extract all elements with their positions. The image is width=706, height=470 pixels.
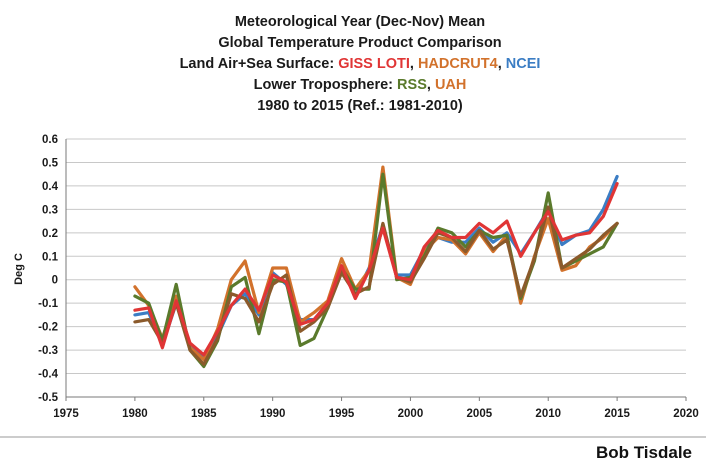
subtitle-lower-troposphere: Lower Troposphere: RSS, UAH <box>254 77 467 93</box>
x-tick-label: 1975 <box>53 408 79 420</box>
y-tick-label: -0.4 <box>38 369 58 381</box>
x-tick-label: 1995 <box>329 408 355 420</box>
x-tick-labels: 1975 1980 1985 1990 1995 2000 2005 2010 2015 2020 <box>53 408 699 420</box>
y-tick-label: 0.3 <box>42 204 58 216</box>
gridlines <box>66 138 686 398</box>
y-tick-label: 0 <box>52 275 58 287</box>
chart-title: Meteorological Year (Dec-Nov) Mean Globa… <box>218 14 501 51</box>
y-tick-label: 0.1 <box>42 251 59 263</box>
subtitle-lt-prefix: Lower Troposphere: <box>254 77 397 93</box>
legend-separator: , <box>410 56 418 72</box>
y-tick-label: -0.2 <box>38 322 58 334</box>
x-tick-label: 1985 <box>191 408 217 420</box>
y-axis-label: Deg C <box>13 253 25 285</box>
legend-separator: , <box>498 56 506 72</box>
x-tick-label: 2010 <box>535 408 561 420</box>
series-line-hadcrut4 <box>133 165 619 362</box>
y-tick-label: -0.3 <box>38 345 58 357</box>
y-tick-label: 0.5 <box>42 157 59 169</box>
legend-hadcrut4: HADCRUT4 <box>418 56 498 72</box>
data-series <box>133 165 619 369</box>
legend-giss-loti: GISS LOTI <box>338 56 410 72</box>
series-line-uah <box>133 205 619 366</box>
x-tick-label: 2000 <box>398 408 424 420</box>
subtitle-land-surface: Land Air+Sea Surface: GISS LOTI, HADCRUT… <box>180 56 541 72</box>
legend-rss: RSS <box>397 77 427 93</box>
legend-uah: UAH <box>435 77 466 93</box>
series-line-giss-loti <box>133 182 619 357</box>
subtitle-land-prefix: Land Air+Sea Surface: <box>180 56 339 72</box>
x-tick-label: 1980 <box>122 408 148 420</box>
y-tick-label: 0.2 <box>42 228 58 240</box>
series-line-rss <box>133 172 619 369</box>
y-tick-label: -0.5 <box>38 392 58 404</box>
y-tick-label: -0.1 <box>38 298 58 310</box>
x-tick-label: 2015 <box>604 408 630 420</box>
y-tick-label: 0.4 <box>42 181 59 193</box>
y-tick-label: 0.6 <box>42 134 58 146</box>
legend-ncei: NCEI <box>506 56 541 72</box>
axes <box>65 139 687 401</box>
legend-separator: , <box>427 77 435 93</box>
x-tick-label: 2005 <box>467 408 493 420</box>
x-tick-label: 2020 <box>673 408 699 420</box>
period-line: 1980 to 2015 (Ref.: 1981-2010) <box>257 98 463 114</box>
title-line-1: Meteorological Year (Dec-Nov) Mean <box>235 14 485 30</box>
author-credit: Bob Tisdale <box>596 443 692 462</box>
title-line-2: Global Temperature Product Comparison <box>218 35 501 51</box>
y-tick-labels: -0.5 -0.4 -0.3 -0.2 -0.1 0 0.1 0.2 0.3 0.4 0.5 0.6 <box>38 134 58 404</box>
x-tick-label: 1990 <box>260 408 286 420</box>
